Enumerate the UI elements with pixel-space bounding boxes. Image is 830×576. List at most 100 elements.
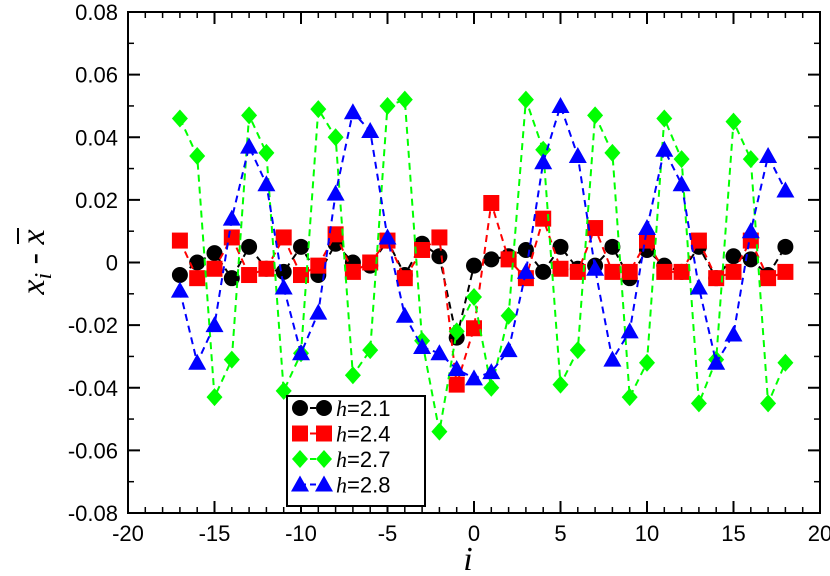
data-point [257,175,276,192]
series-line [178,102,787,380]
data-point [258,260,275,277]
legend-marker [316,425,332,442]
data-point [395,306,414,323]
data-point [708,270,725,287]
y-tick-label: -0.02 [68,313,118,338]
y-tick-label: 0.06 [75,63,118,88]
data-point [205,316,224,333]
data-point [223,229,240,246]
data-point [171,109,188,128]
data-point [275,229,292,246]
data-point [638,219,656,236]
legend-marker [291,475,309,492]
data-point [189,254,206,271]
data-point [621,388,638,407]
data-point [258,143,275,162]
data-point [690,394,707,413]
data-point [361,121,380,138]
data-point [639,232,655,249]
data-point [621,263,638,280]
data-point [777,353,794,372]
series-3 [170,96,795,386]
data-point [378,228,397,245]
y-tick-label: 0.08 [75,0,118,25]
x-tick-label: 5 [554,521,566,546]
data-point [171,232,188,249]
data-point [569,263,586,280]
data-point [241,267,258,284]
data-point [326,184,345,201]
data-point [777,238,794,255]
data-point [483,251,500,268]
data-point [343,103,362,120]
data-point [240,137,259,154]
data-point [603,350,622,367]
data-point [189,147,206,166]
data-point [639,353,655,372]
data-point [535,263,552,280]
data-point [396,270,413,287]
data-point [293,267,309,284]
legend-label: h=2.1 [336,396,390,421]
x-tick-label: -20 [112,521,144,546]
legend-label: h=2.8 [336,473,390,498]
data-point [725,263,742,280]
x-tick-label: -15 [199,521,231,546]
y-tick-label: 0.04 [75,125,118,150]
data-point [759,147,778,164]
legend: h=2.1h=2.4h=2.7h=2.8 [286,395,426,507]
data-point [656,263,673,280]
data-point [448,376,465,393]
legend-marker [315,475,333,492]
data-point [431,248,448,265]
legend-label: h=2.4 [336,422,390,447]
data-point [241,106,258,125]
series-1 [171,195,794,393]
x-tick-label: -10 [285,521,317,546]
data-point [483,195,500,212]
data-point [604,143,621,162]
data-point [170,281,189,298]
legend-marker [292,450,308,468]
legend-entry: h=2.1 [292,396,390,421]
legend-marker [316,400,332,416]
legend-entry: h=2.8 [291,473,390,498]
data-point [760,270,777,287]
data-point [431,229,448,246]
data-point [620,322,639,339]
y-tick-label: -0.06 [68,438,118,463]
data-point [760,394,777,413]
data-point [742,150,759,169]
data-point [552,260,569,277]
data-point [725,112,742,131]
data-point [241,238,258,255]
data-point [587,220,604,237]
data-point [379,96,396,115]
data-point [362,254,379,271]
data-point [672,175,691,192]
x-axis-title: i [463,541,472,576]
x-tick-label: 15 [721,521,745,546]
data-point [552,375,569,394]
x-tick-label: 0 [468,521,480,546]
data-point [500,306,517,325]
data-point [516,262,535,279]
data-point [171,267,188,284]
data-point [483,378,500,397]
data-point [344,263,361,280]
data-point [206,260,223,277]
data-point [690,232,707,249]
data-point [223,350,240,369]
data-point [517,241,534,258]
data-point [430,344,449,361]
data-point [586,259,605,276]
tick-layer: -20 -15 -10 -5 0 5 10 15 20 -0.08 -0.06 -0.04 -0.02 0… [68,0,830,546]
data-point [414,241,431,258]
data-point [535,140,552,159]
data-point [223,270,240,287]
legend-entry: h=2.7 [292,447,390,472]
y-tick-label: -0.04 [68,376,118,401]
legend-marker [292,400,308,416]
data-point [707,353,726,370]
x-tick-label: 20 [808,521,830,546]
